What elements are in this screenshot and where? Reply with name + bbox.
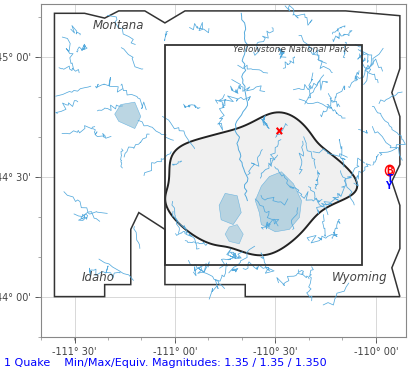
Polygon shape xyxy=(115,102,140,128)
Text: T: T xyxy=(386,174,392,184)
Text: B: B xyxy=(386,165,392,175)
Polygon shape xyxy=(54,11,399,297)
Text: Yellowstone National Park: Yellowstone National Park xyxy=(233,45,348,54)
Text: Idaho: Idaho xyxy=(82,271,115,284)
Polygon shape xyxy=(218,194,240,225)
Text: Y: Y xyxy=(386,181,392,191)
Polygon shape xyxy=(255,172,301,232)
Text: Wyoming: Wyoming xyxy=(331,271,387,284)
Text: Montana: Montana xyxy=(93,19,144,32)
Polygon shape xyxy=(165,112,356,255)
Bar xyxy=(164,44,361,265)
Polygon shape xyxy=(225,225,243,244)
Text: 1 Quake    Min/Max/Equiv. Magnitudes: 1.35 / 1.35 / 1.350: 1 Quake Min/Max/Equiv. Magnitudes: 1.35 … xyxy=(4,358,326,368)
